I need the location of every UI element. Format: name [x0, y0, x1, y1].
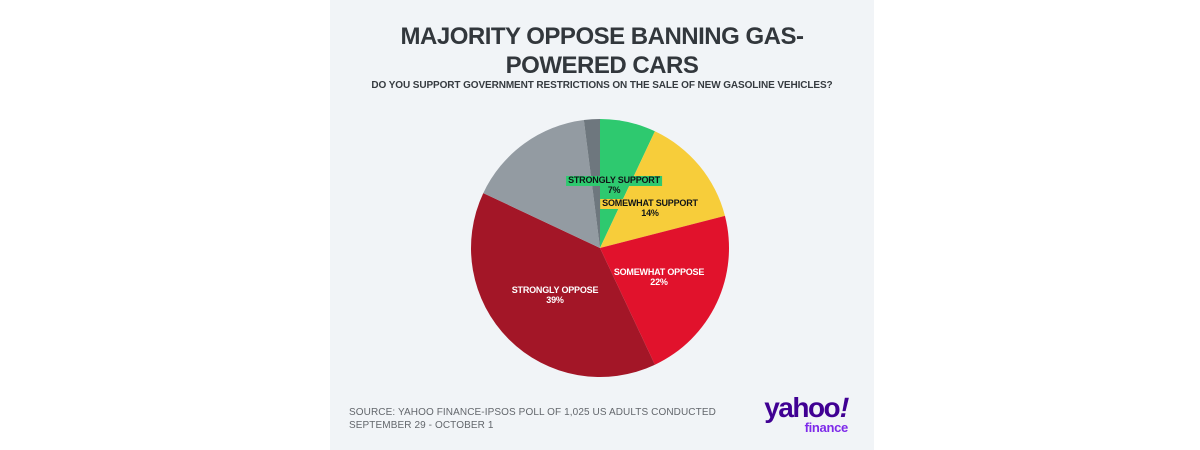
pie-label-somewhat-support: SOMEWHAT SUPPORT 14%	[600, 198, 700, 218]
pie-chart	[470, 118, 730, 378]
pie-label-pct: 14%	[639, 207, 661, 218]
pie-slice-unlabeled-4	[483, 120, 600, 248]
poll-question: DO YOU SUPPORT GOVERNMENT RESTRICTIONS O…	[371, 80, 833, 91]
pie-svg	[471, 119, 730, 377]
pie-label-pct: 22%	[650, 276, 668, 287]
yahoo-finance-logo: yahoo! finance	[760, 392, 851, 435]
pie-label-text: STRONGLY OPPOSE	[511, 285, 599, 295]
pie-label-text: SOMEWHAT SUPPORT	[600, 198, 700, 209]
pie-slice-somewhat-oppose	[600, 215, 730, 365]
pie-label-somewhat-oppose: SOMEWHAT OPPOSE 22%	[613, 267, 705, 287]
finance-subbrand: finance	[804, 420, 849, 435]
yahoo-wordmark: yahoo!	[760, 392, 851, 423]
pie-label-strongly-oppose: STRONGLY OPPOSE 39%	[511, 285, 599, 305]
pie-slice-somewhat-support	[600, 131, 725, 248]
source-note: SOURCE: YAHOO FINANCE-IPSOS POLL OF 1,02…	[349, 407, 716, 431]
pie-slice-strongly-oppose	[471, 193, 655, 377]
page-title: MAJORITY OPPOSE BANNING GAS-POWERED CARS	[400, 23, 804, 79]
yahoo-wordmark-text: yahoo	[764, 392, 840, 423]
pie-label-strongly-support: STRONGLY SUPPORT 7%	[566, 175, 662, 195]
pie-label-pct: 7%	[605, 184, 623, 195]
pie-label-text: SOMEWHAT OPPOSE	[613, 267, 705, 277]
pie-label-text: STRONGLY SUPPORT	[566, 175, 662, 186]
pie-label-pct: 39%	[546, 294, 564, 305]
